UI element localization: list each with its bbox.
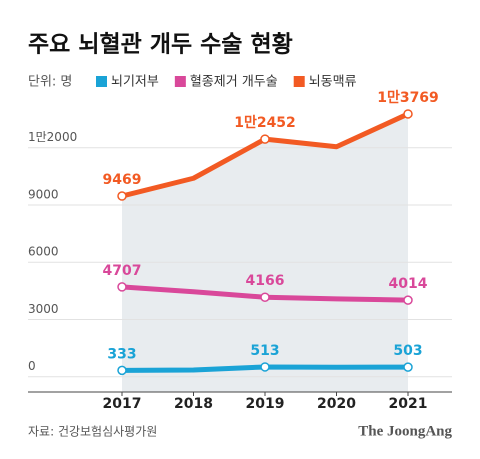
point-marker	[117, 365, 127, 376]
x-tick-label: 2018	[174, 396, 213, 412]
point-marker	[403, 109, 413, 119]
logo: The JoongAng	[358, 423, 452, 439]
data-label: 1만3769	[377, 90, 439, 106]
y-tick-label: 3000	[28, 302, 59, 316]
y-tick-label: 0	[28, 359, 36, 373]
legend-swatch	[96, 76, 107, 87]
data-label: 503	[393, 343, 422, 359]
data-label: 333	[107, 346, 136, 362]
chart-title: 주요 뇌혈관 개두 수술 현황	[28, 32, 293, 58]
x-tick-label: 2017	[103, 396, 142, 412]
x-tick-label: 2019	[246, 396, 285, 412]
data-label: 9469	[103, 172, 142, 188]
y-tick-label: 9000	[28, 187, 59, 201]
point-marker	[117, 282, 127, 292]
point-marker	[260, 292, 270, 302]
data-label: 1만2452	[234, 115, 296, 131]
point-marker	[117, 191, 127, 201]
source: 자료: 건강보험심사평가원	[28, 425, 157, 439]
point-marker	[260, 134, 270, 144]
legend-label: 뇌동맥류	[309, 75, 357, 90]
data-label: 4707	[103, 263, 142, 279]
unit-label: 단위: 명	[28, 75, 72, 90]
data-label: 513	[250, 343, 279, 359]
data-label: 4014	[389, 276, 428, 292]
x-tick-label: 2021	[389, 396, 428, 412]
legend-label: 뇌기저부	[111, 75, 159, 90]
shade-area	[122, 113, 408, 392]
point-marker	[403, 295, 413, 305]
legend-swatch	[174, 76, 186, 87]
legend-label: 혈종제거 개두술	[190, 75, 278, 90]
legend-swatch	[293, 76, 305, 87]
y-tick-label: 1만2000	[28, 130, 77, 144]
x-tick-label: 2020	[317, 396, 356, 412]
point-marker	[260, 362, 270, 372]
data-label: 4166	[246, 273, 285, 289]
point-marker	[403, 362, 413, 372]
y-tick-label: 6000	[28, 245, 59, 259]
